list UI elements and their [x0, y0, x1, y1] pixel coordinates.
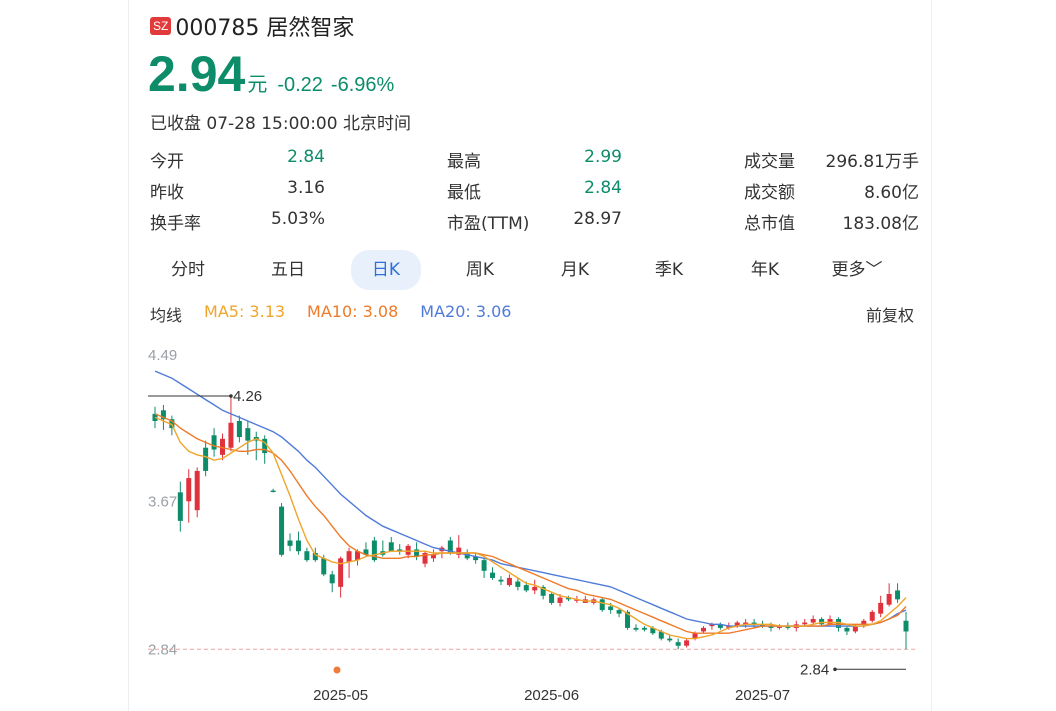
price-row: 2.94 元 -0.22 -6.96%	[148, 44, 394, 104]
stat-item: 最低 2.84	[447, 178, 622, 203]
ma-legend-title: 均线	[150, 306, 183, 325]
stock-header: SZ 000785 居然智家	[150, 10, 354, 42]
tab-period[interactable]: 五日	[271, 260, 305, 280]
stat-item: 总市值 183.08亿	[744, 209, 919, 234]
price-unit: 元	[247, 74, 268, 96]
price-change: -0.22	[277, 74, 323, 96]
stat-label: 成交量	[744, 152, 795, 172]
stat-item: 昨收 3.16	[150, 178, 325, 203]
stat-item: 成交额 8.60亿	[744, 178, 919, 203]
current-price: 2.94	[148, 46, 246, 102]
market-status: 已收盘 07-28 15:00:00 北京时间	[150, 114, 411, 134]
stat-value: 183.08亿	[842, 214, 919, 234]
price-adjust-toggle[interactable]: 前复权	[866, 306, 915, 325]
ma5-label: MA5: 3.13	[204, 302, 286, 321]
tab-period[interactable]: 年K	[750, 260, 780, 280]
stat-value: 5.03%	[270, 209, 325, 229]
stat-item: 换手率 5.03%	[150, 209, 325, 234]
stat-item: 市盈(TTM) 28.97	[447, 209, 622, 234]
ma10-label: MA10: 3.08	[307, 302, 399, 321]
tab-period[interactable]: 分时	[171, 260, 205, 280]
stat-label: 今开	[150, 152, 184, 172]
stat-label: 最高	[447, 152, 481, 172]
tab-period[interactable]: 更多﹀	[831, 260, 883, 280]
stat-value: 296.81万手	[825, 152, 919, 172]
stat-label: 换手率	[150, 214, 201, 234]
stat-value: 8.60亿	[864, 183, 919, 203]
period-tabs: 分时 五日 日K 周K 月K 季K 年K 更多﹀	[150, 250, 910, 290]
ma-legend: 均线 MA5: 3.13 MA10: 3.08 MA20: 3.06	[150, 302, 533, 326]
market-badge: SZ	[150, 17, 172, 35]
stat-item: 成交量 296.81万手	[744, 147, 919, 172]
stat-value: 28.97	[573, 209, 622, 229]
stat-label: 总市值	[744, 214, 795, 234]
stat-label: 昨收	[150, 183, 184, 203]
stat-item: 最高 2.99	[447, 147, 622, 172]
tab-period[interactable]: 季K	[654, 260, 684, 280]
ma20-label: MA20: 3.06	[420, 302, 512, 321]
stat-item: 今开 2.84	[150, 147, 325, 172]
stat-value: 2.99	[584, 147, 622, 167]
stat-label: 成交额	[744, 183, 795, 203]
tab-period[interactable]: 周K	[465, 260, 495, 280]
quote-panel	[128, 0, 932, 711]
stock-title[interactable]: 000785 居然智家	[175, 16, 355, 41]
stat-label: 最低	[447, 183, 481, 203]
stat-label: 市盈(TTM)	[447, 214, 530, 234]
stat-value: 2.84	[287, 147, 325, 167]
stat-value: 2.84	[584, 178, 622, 198]
stat-value: 3.16	[287, 178, 325, 198]
price-change-percent: -6.96%	[330, 74, 395, 96]
tab-period[interactable]: 日K	[351, 250, 421, 290]
tab-period[interactable]: 月K	[560, 260, 590, 280]
